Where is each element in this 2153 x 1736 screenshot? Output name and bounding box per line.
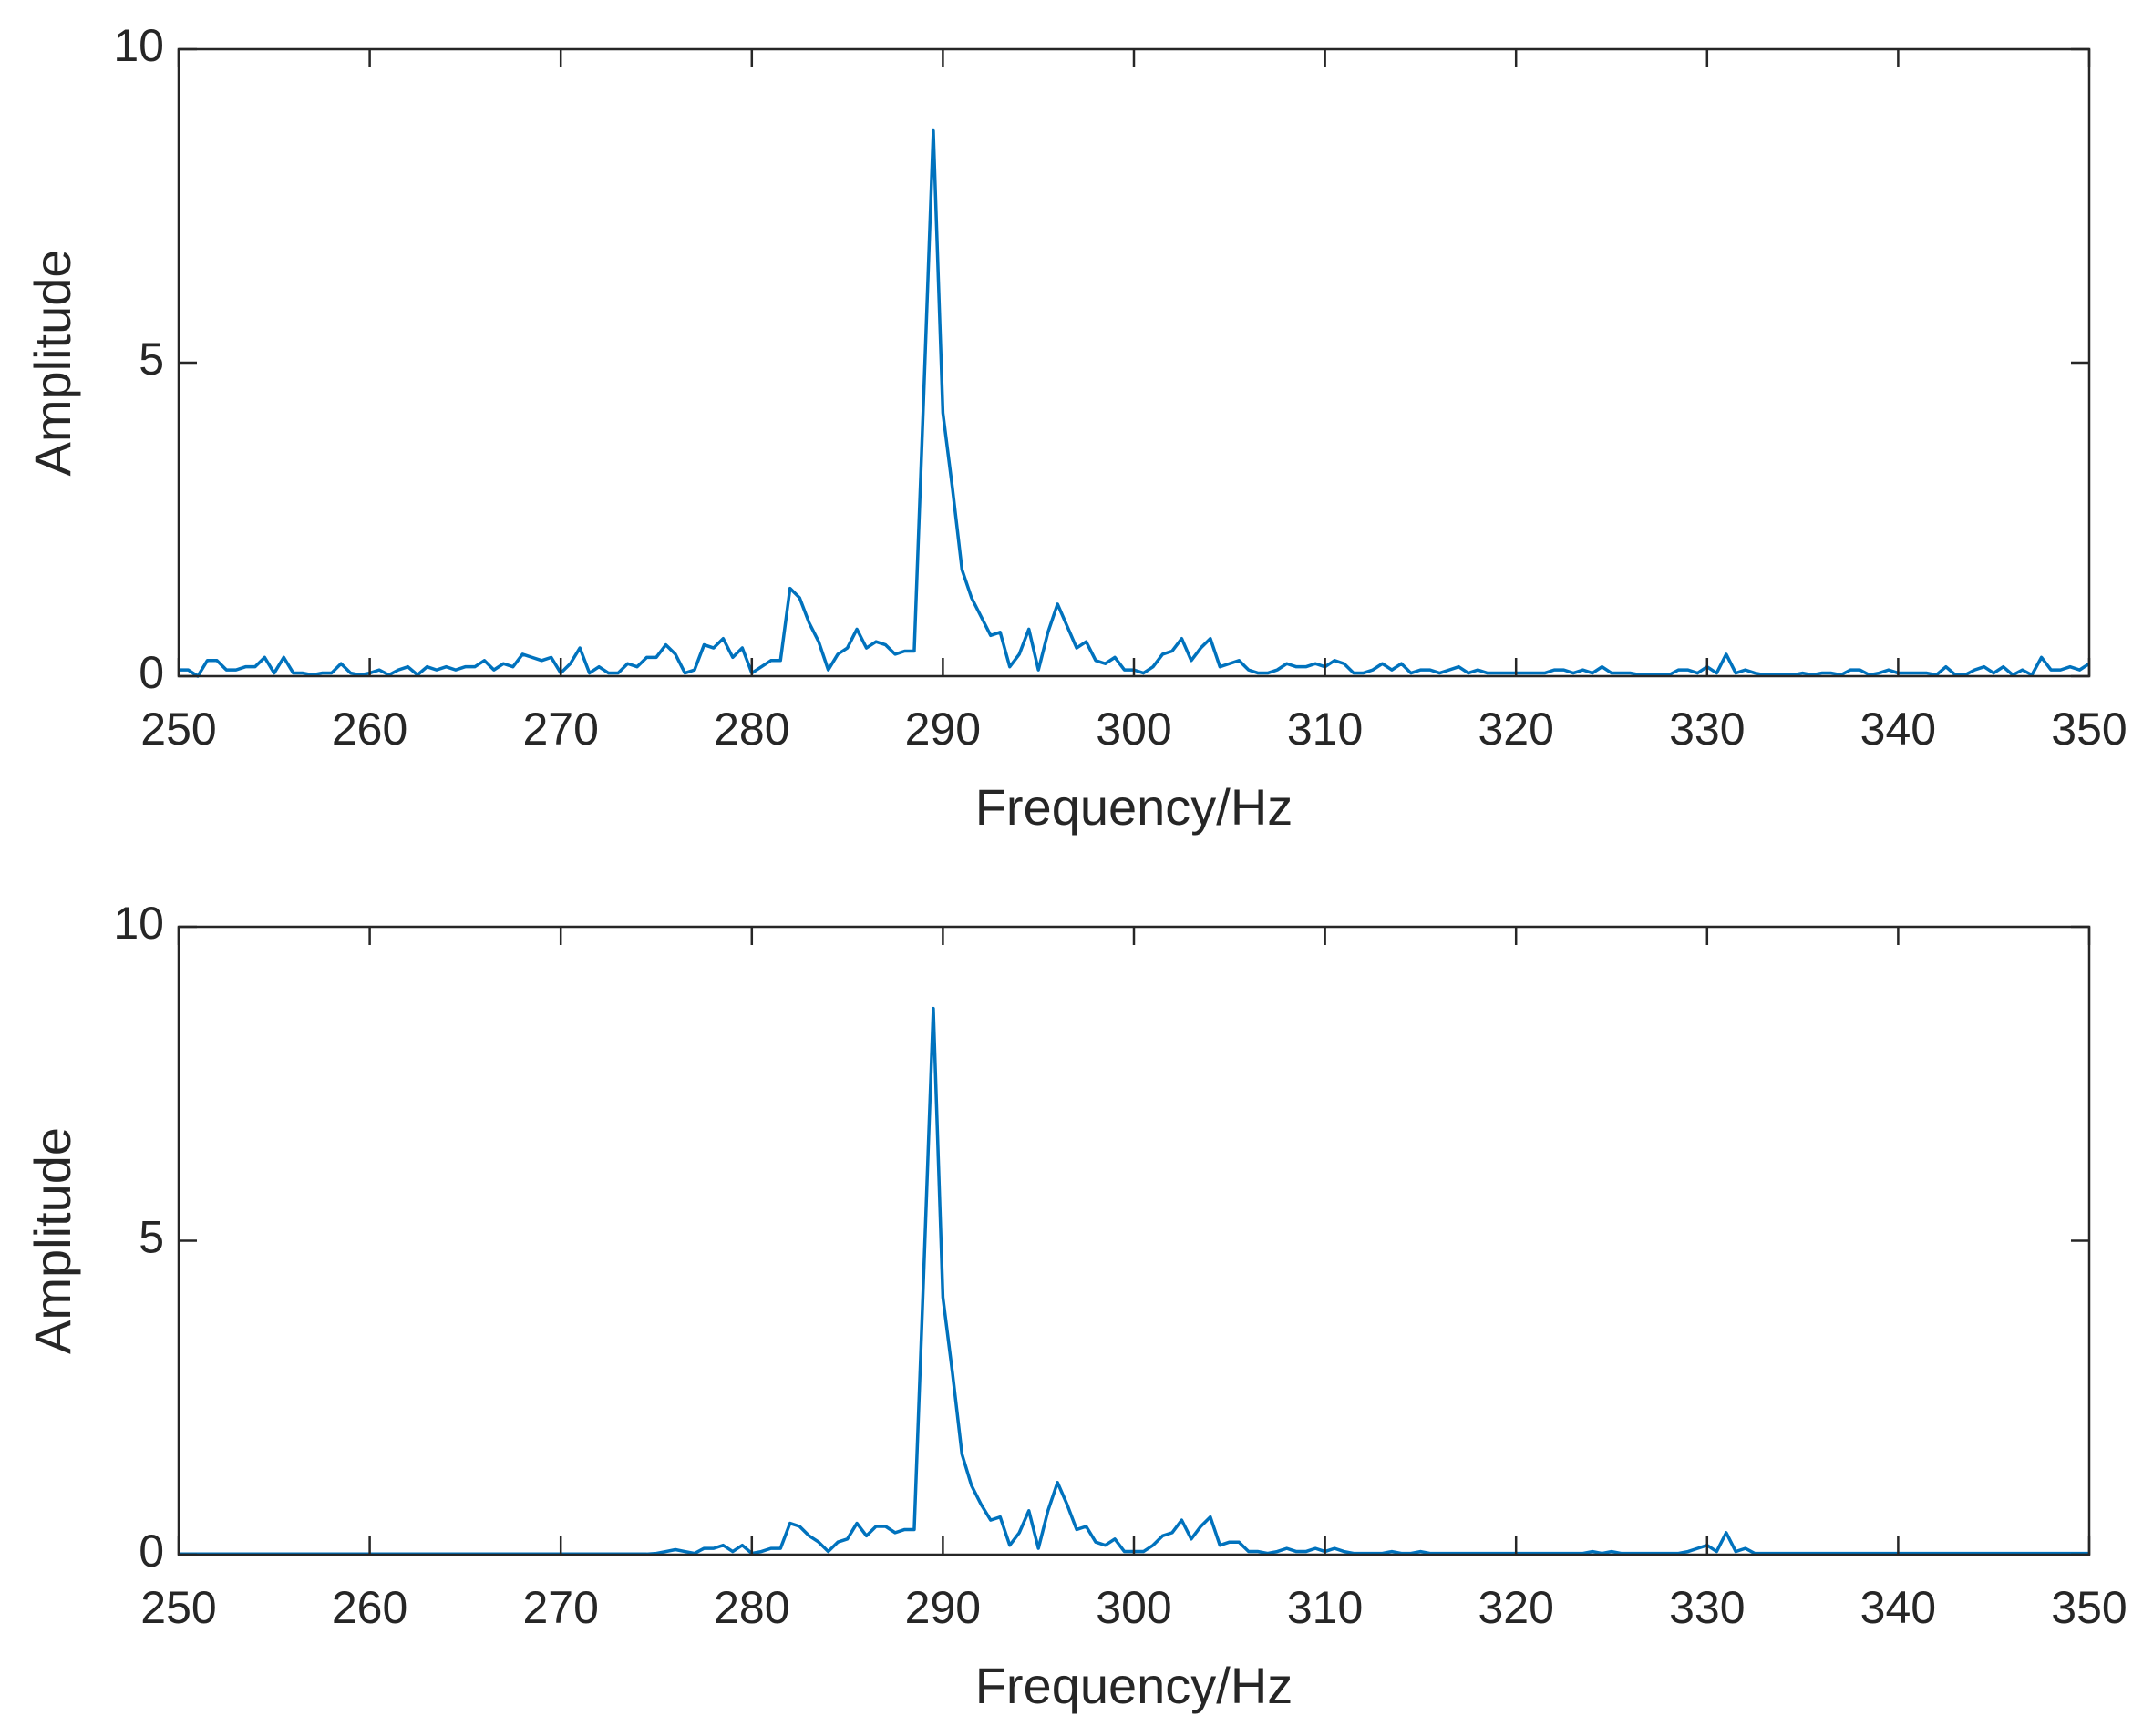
x-tick-label: 350 xyxy=(2051,704,2127,755)
x-tick-label: 350 xyxy=(2051,1582,2127,1633)
y-tick-label: 0 xyxy=(139,647,164,698)
x-axis-label: Frequency/Hz xyxy=(975,1657,1293,1714)
x-tick-label: 290 xyxy=(905,704,981,755)
x-tick-label: 260 xyxy=(332,1582,407,1633)
x-tick-label: 250 xyxy=(140,1582,216,1633)
x-tick-label: 300 xyxy=(1096,1582,1171,1633)
y-tick-label: 5 xyxy=(139,1212,164,1263)
x-tick-label: 330 xyxy=(1669,704,1745,755)
y-axis-label: Amplitude xyxy=(24,1127,81,1354)
plot-area xyxy=(179,927,2089,1555)
x-tick-label: 260 xyxy=(332,704,407,755)
y-tick-label: 5 xyxy=(139,334,164,385)
x-tick-label: 290 xyxy=(905,1582,981,1633)
x-axis-label: Frequency/Hz xyxy=(975,778,1293,836)
y-tick-label: 0 xyxy=(139,1525,164,1577)
y-tick-label: 10 xyxy=(113,20,164,71)
x-tick-label: 320 xyxy=(1478,1582,1553,1633)
y-axis-label: Amplitude xyxy=(24,249,81,476)
x-tick-label: 300 xyxy=(1096,704,1171,755)
x-tick-label: 340 xyxy=(1860,1582,1936,1633)
x-tick-label: 310 xyxy=(1287,704,1363,755)
x-tick-label: 250 xyxy=(140,704,216,755)
x-tick-label: 280 xyxy=(714,704,789,755)
plot-area xyxy=(179,49,2089,676)
x-tick-label: 330 xyxy=(1669,1582,1745,1633)
x-tick-label: 270 xyxy=(522,704,598,755)
y-tick-label: 10 xyxy=(113,898,164,949)
x-tick-label: 320 xyxy=(1478,704,1553,755)
x-tick-label: 280 xyxy=(714,1582,789,1633)
x-tick-label: 310 xyxy=(1287,1582,1363,1633)
x-tick-label: 340 xyxy=(1860,704,1936,755)
x-tick-label: 270 xyxy=(522,1582,598,1633)
